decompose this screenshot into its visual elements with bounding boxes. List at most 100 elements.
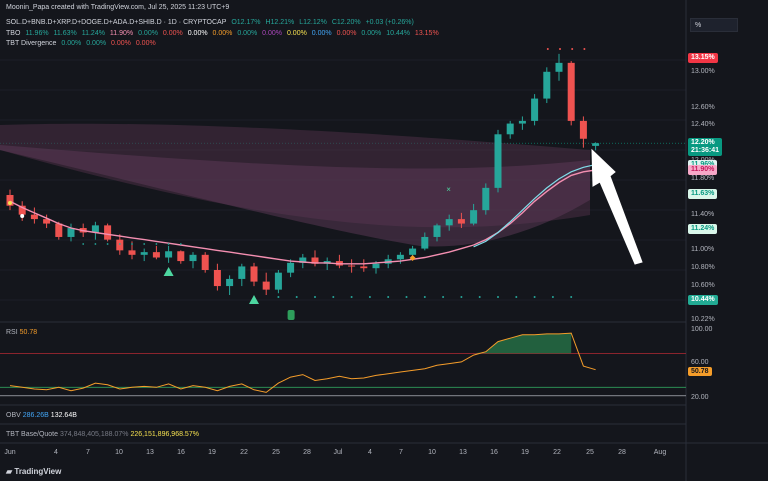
time-tick: 7: [399, 449, 403, 456]
support-dot: [277, 296, 280, 298]
tbo-value: 0.00%: [361, 30, 382, 37]
tbo-div-value: 0.00%: [135, 40, 156, 47]
price-badge: 11.24%: [688, 223, 718, 234]
candle-up: [226, 278, 234, 287]
rsi-legend: RSI 50.78: [6, 329, 37, 336]
candle-down: [567, 62, 575, 121]
price-badge: 12.20% 21:36:41: [688, 138, 723, 157]
author-line: Moonin_Papa created with TradingView.com…: [6, 4, 230, 11]
time-tick: 19: [208, 449, 216, 456]
candle-up: [592, 143, 600, 146]
candle-up: [555, 62, 563, 72]
tradingview-logo[interactable]: ▰ TradingView: [6, 467, 61, 476]
annotation-arrow-shape: [591, 148, 643, 265]
candle-up: [287, 262, 295, 273]
price-tick: 12.40%: [691, 121, 715, 129]
support-dot: [387, 296, 390, 298]
time-tick: 10: [428, 449, 436, 456]
candle-down: [457, 219, 465, 224]
time-tick: 25: [272, 449, 280, 456]
time-tick: 10: [115, 449, 123, 456]
scale-mode-button[interactable]: %: [690, 18, 738, 32]
candle-up: [238, 266, 246, 279]
tbo-value: 0.00%: [311, 30, 332, 37]
rsi-tick: 60.00: [691, 359, 709, 366]
candle-down: [104, 225, 112, 240]
signal-dot-yellow: [8, 201, 12, 205]
candle-down: [348, 265, 356, 267]
candle-up: [299, 257, 307, 263]
candle-down: [18, 205, 26, 215]
symbol-name[interactable]: SOL.D+BNB.D+XRP.D+DOGE.D+ADA.D+SHIB.D · …: [6, 19, 227, 26]
signal-dot: [167, 243, 170, 245]
candle-up: [409, 248, 417, 255]
symbol-header: SOL.D+BNB.D+XRP.D+DOGE.D+ADA.D+SHIB.D · …: [6, 19, 417, 26]
obv-legend: OBV 286.26B 132.64B: [6, 412, 77, 419]
price-badge: 11.63%: [688, 189, 718, 200]
tbt-label[interactable]: TBT Base/Quote: [6, 431, 59, 438]
price-badge: 13.15%: [688, 53, 718, 64]
annotation-arrow[interactable]: [591, 148, 643, 265]
tbo-value: 0.00%: [187, 30, 208, 37]
tbo-value: 0.00%: [212, 30, 233, 37]
price-badge: 11.90%: [688, 165, 718, 175]
price-tick: 12.60%: [691, 103, 715, 111]
candle-down: [30, 214, 38, 220]
resistance-dot: [546, 48, 549, 50]
time-tick: 13: [146, 449, 154, 456]
signal-dot-white: [20, 214, 25, 218]
candle-up: [518, 120, 526, 124]
signal-dot: [179, 243, 182, 245]
rsi-label[interactable]: RSI: [6, 329, 18, 336]
candle-up: [445, 219, 453, 226]
candle-down: [177, 251, 185, 262]
buy-signal-icon: [249, 295, 259, 304]
support-dot: [551, 296, 554, 298]
time-tick: 19: [521, 449, 529, 456]
time-tick: 16: [490, 449, 498, 456]
price-tick: 13.00%: [691, 67, 715, 75]
tbt-value: 226,151,896,968.57%: [130, 431, 199, 438]
ohlc-high: H12.21%: [265, 19, 295, 26]
price-badge: 11.96%: [688, 159, 718, 170]
tbo-value: 11.96%: [25, 30, 49, 37]
time-tick: 4: [54, 449, 58, 456]
candle-down: [262, 281, 270, 290]
candle-up: [543, 71, 551, 99]
cross-signal-icon: ×: [446, 185, 451, 194]
tbo-div-label[interactable]: TBT Divergence: [6, 40, 57, 47]
support-dot: [515, 296, 518, 298]
flag-signal-icon: [287, 310, 295, 320]
price-tick: 11.80%: [691, 174, 715, 182]
tbo-value: 11.63%: [53, 30, 77, 37]
candle-up: [531, 98, 539, 121]
support-dot: [405, 296, 408, 298]
candle-up: [165, 251, 173, 258]
tbo-value: 0.00%: [138, 30, 158, 37]
tbo-label[interactable]: TBO: [6, 30, 21, 37]
tbo-value: 0.00%: [262, 30, 283, 37]
rsi-line: [9, 332, 596, 393]
time-tick: 16: [177, 449, 185, 456]
tbo-div-value: 0.00%: [86, 40, 107, 47]
cloud-band-inner: [0, 145, 590, 247]
support-dot: [295, 296, 298, 298]
tbo-div-value: 0.00%: [111, 40, 131, 47]
candle-up: [494, 134, 502, 188]
obv-label[interactable]: OBV: [6, 412, 21, 419]
time-tick: 7: [86, 449, 90, 456]
obv-value: 132.64B: [50, 412, 77, 419]
time-tick: Aug: [653, 449, 667, 456]
ohlc-close: C12.20%: [331, 19, 361, 26]
tbo-value: 0.00%: [336, 30, 357, 37]
obv-value: 286.26B: [22, 412, 49, 419]
signal-markers: ×: [8, 48, 586, 320]
candle-up: [482, 187, 490, 211]
candle-down: [116, 239, 124, 251]
candlestick-series: [6, 53, 600, 295]
price-tick: 11.40%: [691, 210, 715, 218]
time-tick: 28: [303, 449, 311, 456]
rsi-pane: [0, 332, 686, 397]
